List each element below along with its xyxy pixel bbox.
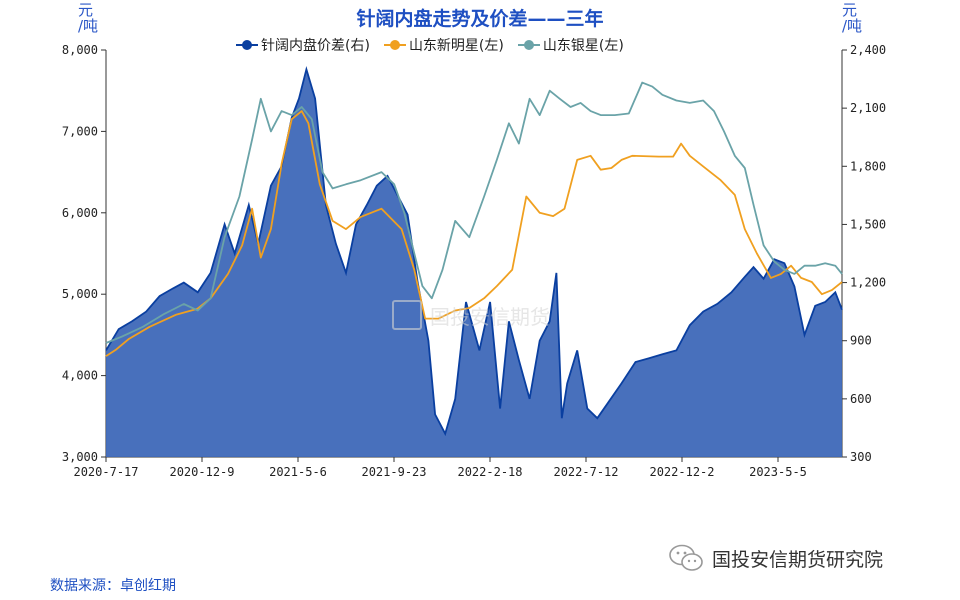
right-axis: 300 600 900 1,200 1,500 1,800 2,100 2,400	[841, 43, 886, 464]
left-tick-label: 3,000	[62, 450, 98, 464]
x-tick-label: 2022-12-2	[649, 465, 714, 479]
x-tick-label: 2021-5-6	[269, 465, 327, 479]
x-tick-label: 2023-5-5	[749, 465, 807, 479]
left-axis-unit: 元/吨	[78, 1, 99, 35]
left-tick-label: 6,000	[62, 206, 98, 220]
right-tick-label: 2,400	[850, 43, 886, 57]
x-tick-label: 2021-9-23	[361, 465, 426, 479]
x-tick-label: 2022-7-12	[553, 465, 618, 479]
left-tick-label: 8,000	[62, 43, 98, 57]
legend-xinmingxing-marker	[383, 39, 406, 51]
right-tick-label: 1,200	[850, 276, 886, 290]
legend-spread-marker	[236, 39, 258, 51]
brand-signature: 国投安信期货研究院	[668, 543, 883, 573]
right-tick-label: 2,100	[850, 101, 886, 115]
left-tick-label: 5,000	[62, 287, 98, 301]
x-tick-label: 2022-2-18	[457, 465, 522, 479]
right-tick-label: 600	[850, 392, 872, 406]
x-tick-label: 2020-12-9	[169, 465, 234, 479]
data-source: 数据来源：卓创红期	[50, 578, 176, 594]
series-xinmingxing-line	[105, 110, 843, 357]
series-spread-area	[106, 69, 842, 458]
legend-item-xinmingxing: 山东新明星(左)	[383, 35, 504, 55]
legend-yinxing-marker	[517, 39, 540, 51]
brand-name: 国投安信期货研究院	[712, 548, 884, 571]
wechat-icon	[669, 544, 703, 571]
right-tick-label: 1,800	[850, 159, 886, 173]
series-spread-line	[105, 66, 843, 437]
left-tick-label: 7,000	[62, 124, 98, 138]
legend-label-spread: 针阔内盘价差(右)	[261, 38, 370, 54]
left-axis: 3,000 4,000 5,000 6,000 7,000 8,000	[62, 43, 107, 464]
series-yinxing-line	[105, 81, 843, 344]
x-axis: 2020-7-17 2020-12-9 2021-5-6 2021-9-23 2022-…	[73, 456, 842, 479]
chart-title: 针阔内盘走势及价差——三年	[356, 8, 604, 30]
right-tick-label: 300	[850, 450, 872, 464]
x-tick-label: 2020-7-17	[73, 465, 138, 479]
left-tick-label: 4,000	[62, 369, 98, 383]
right-axis-unit: 元/吨	[842, 1, 863, 35]
right-tick-label: 900	[850, 334, 872, 348]
legend: 针阔内盘价差(右) 山东新明星(左) 山东银星(左)	[236, 35, 624, 55]
legend-item-yinxing: 山东银星(左)	[517, 35, 624, 55]
legend-label-yinxing: 山东银星(左)	[542, 38, 624, 54]
right-tick-label: 1,500	[850, 217, 886, 231]
series-layer	[105, 66, 843, 458]
legend-label-xinmingxing: 山东新明星(左)	[408, 38, 504, 54]
legend-item-spread: 针阔内盘价差(右)	[236, 35, 370, 55]
